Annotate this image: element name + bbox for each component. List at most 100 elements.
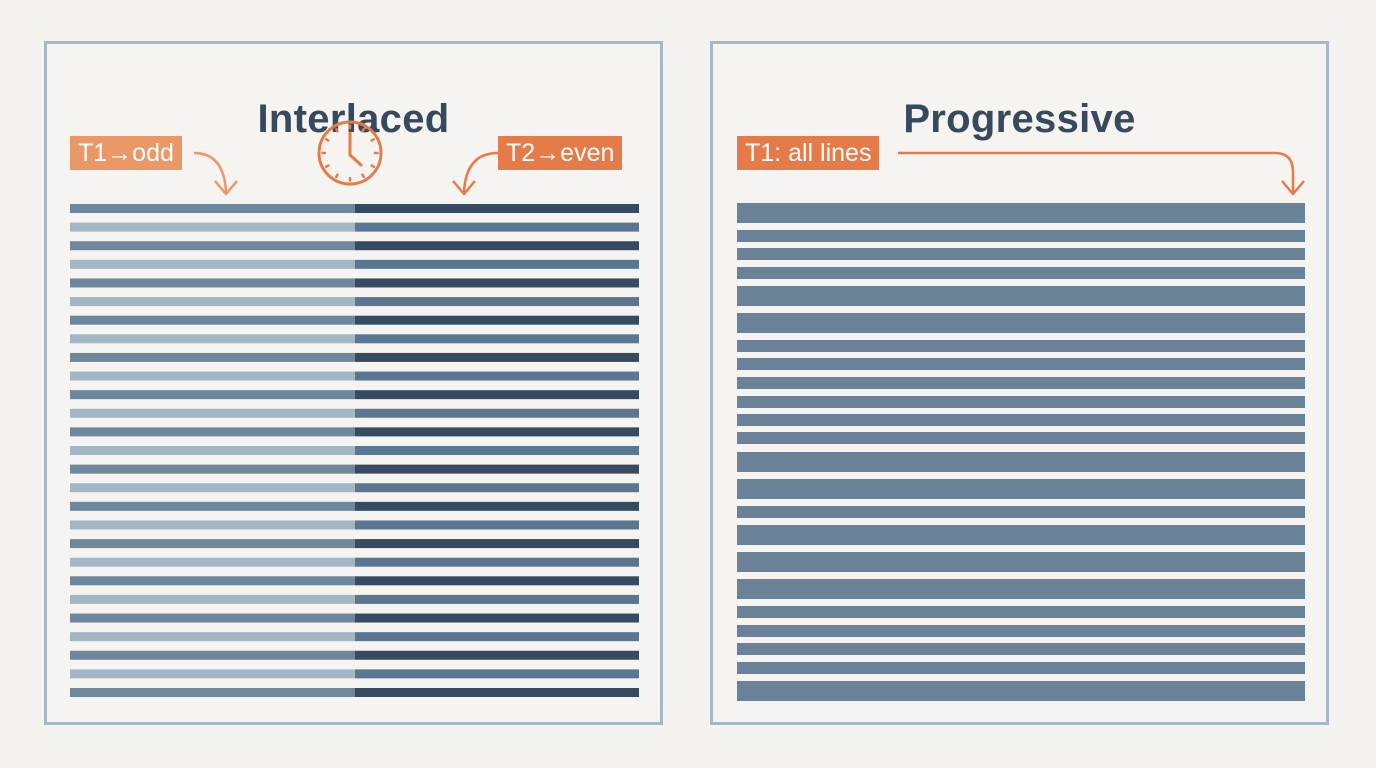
interlaced-line-right — [355, 371, 639, 381]
interlaced-line-left — [70, 241, 355, 251]
interlaced-line-left — [70, 315, 355, 325]
interlaced-scanlines — [70, 204, 639, 697]
t1-odd-arrowhead — [214, 180, 238, 196]
interlaced-line-right — [355, 241, 639, 251]
interlaced-line-left — [70, 278, 355, 288]
interlaced-line-right — [355, 688, 639, 697]
interlaced-line-right — [355, 408, 639, 418]
progressive-line — [737, 313, 1305, 333]
interlaced-line-left — [70, 688, 355, 697]
interlaced-line-right — [355, 557, 639, 567]
interlaced-line-left — [70, 576, 355, 586]
progressive-line — [737, 506, 1305, 518]
interlaced-line-left — [70, 650, 355, 660]
progressive-line — [737, 579, 1305, 599]
interlaced-line-right — [355, 520, 639, 530]
interlaced-line-right — [355, 483, 639, 493]
clock-tick — [335, 173, 339, 179]
clock-tick — [324, 138, 330, 142]
progressive-line — [737, 267, 1305, 279]
interlaced-line-left — [70, 408, 355, 418]
interlaced-line-left — [70, 427, 355, 437]
interlaced-line-right — [355, 650, 639, 660]
t1-odd-tag: T1→odd — [70, 136, 182, 170]
interlaced-line-left — [70, 501, 355, 511]
progressive-line — [737, 643, 1305, 655]
interlaced-line-right — [355, 390, 639, 400]
progressive-scanlines — [737, 203, 1305, 701]
interlaced-line-left — [70, 390, 355, 400]
interlaced-line-right — [355, 259, 639, 269]
interlaced-line-right — [355, 222, 639, 232]
interlaced-line-right — [355, 464, 639, 474]
progressive-line — [737, 606, 1305, 618]
interlaced-line-left — [70, 352, 355, 362]
t2-even-tag: T2→even — [498, 136, 623, 170]
interlaced-line-right — [355, 352, 639, 362]
interlaced-line-right — [355, 297, 639, 307]
progressive-line — [737, 396, 1305, 408]
progressive-line — [737, 286, 1305, 306]
t1-all-lines-tag: T1: all lines — [737, 136, 880, 170]
interlaced-line-right — [355, 576, 639, 586]
interlaced-line-left — [70, 613, 355, 623]
interlaced-line-left — [70, 446, 355, 455]
progressive-line — [737, 662, 1305, 674]
progressive-line — [737, 681, 1305, 701]
interlaced-line-right — [355, 539, 639, 549]
interlaced-line-right — [355, 501, 639, 511]
clock-tick — [361, 173, 365, 179]
interlaced-line-left — [70, 334, 355, 344]
progressive-line — [737, 625, 1305, 637]
progressive-line — [737, 377, 1305, 389]
interlaced-line-left — [70, 539, 355, 549]
clock-tick — [370, 164, 376, 168]
interlaced-line-left — [70, 464, 355, 474]
progressive-line — [737, 479, 1305, 499]
progressive-line — [737, 230, 1305, 242]
progressive-line — [737, 414, 1305, 426]
interlaced-line-right — [355, 669, 639, 679]
interlaced-line-left — [70, 483, 355, 493]
progressive-arrow — [898, 151, 1295, 192]
progressive-line — [737, 340, 1305, 352]
interlaced-line-right — [355, 278, 639, 288]
interlaced-line-left — [70, 594, 355, 604]
clock-tick — [335, 127, 339, 133]
interlaced-line-right — [355, 315, 639, 325]
interlaced-line-left — [70, 632, 355, 642]
clock-icon — [317, 120, 383, 186]
interlaced-line-left — [70, 204, 355, 213]
progressive-line — [737, 203, 1305, 223]
clock-tick — [370, 138, 376, 142]
t2-even-arrowhead — [452, 180, 476, 196]
progressive-line — [737, 525, 1305, 545]
interlaced-line-right — [355, 334, 639, 344]
interlaced-title: Interlaced — [257, 97, 450, 141]
progressive-line — [737, 452, 1305, 472]
interlaced-line-right — [355, 594, 639, 604]
interlaced-line-left — [70, 520, 355, 530]
clock-tick — [324, 164, 330, 168]
interlaced-line-left — [70, 371, 355, 381]
interlaced-line-right — [355, 632, 639, 642]
interlaced-line-right — [355, 446, 639, 455]
interlaced-line-left — [70, 557, 355, 567]
progressive-line — [737, 358, 1305, 370]
progressive-title: Progressive — [903, 97, 1136, 141]
interlaced-line-left — [70, 669, 355, 679]
interlaced-line-right — [355, 613, 639, 623]
progressive-line — [737, 432, 1305, 444]
interlaced-line-right — [355, 427, 639, 437]
interlaced-line-left — [70, 259, 355, 269]
clock-tick — [361, 127, 365, 133]
progressive-line — [737, 248, 1305, 260]
progressive-line — [737, 552, 1305, 572]
interlaced-line-left — [70, 297, 355, 307]
t2-even-arrow — [462, 151, 499, 193]
interlaced-line-right — [355, 204, 639, 213]
t1-odd-arrow — [193, 151, 228, 193]
interlaced-line-left — [70, 222, 355, 232]
progressive-arrowhead — [1281, 180, 1305, 196]
